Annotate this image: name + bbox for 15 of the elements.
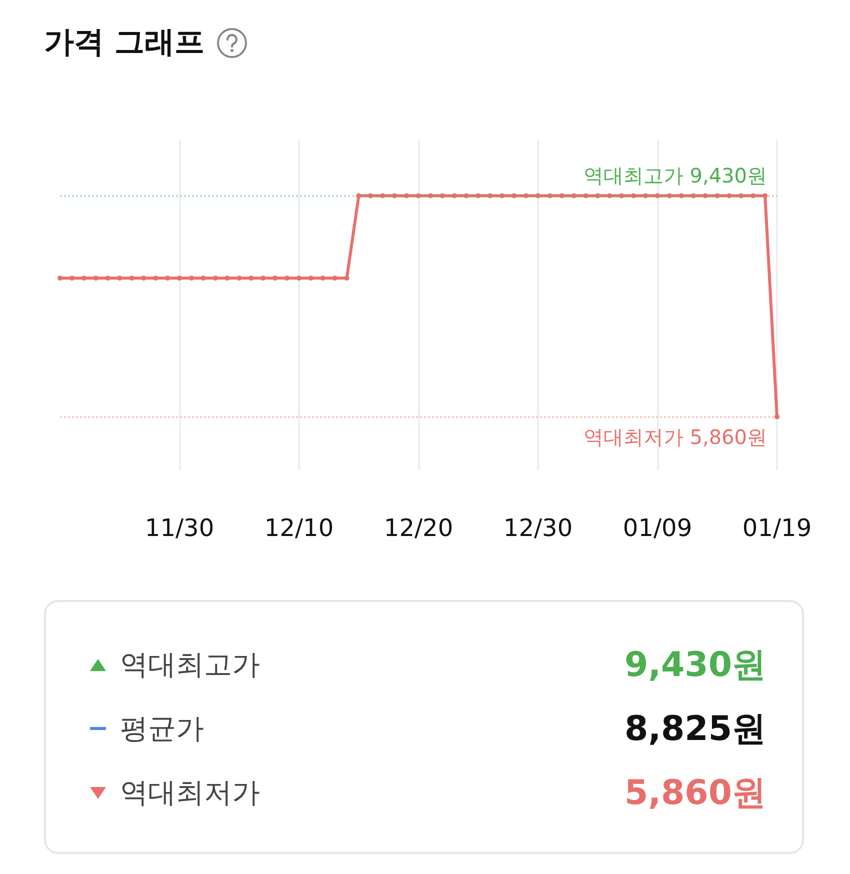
text: 5,860원 (624, 772, 766, 815)
text: 역대최저가 (120, 775, 261, 811)
x-tick-label: 12/30 (503, 514, 573, 542)
chart-title: 가격 그래프 (44, 24, 204, 62)
ref-line-label: 역대최고가 9,430원 (583, 164, 767, 188)
text: 8,825원 (624, 708, 766, 751)
x-tick-label: 12/10 (264, 514, 334, 542)
x-tick-label: 11/30 (144, 514, 214, 542)
text: 평균가 (120, 711, 205, 747)
x-tick-label: 01/09 (622, 514, 692, 542)
ref-line-label: 역대최저가 5,860원 (583, 424, 767, 449)
text: 9,430원 (624, 644, 766, 687)
x-tick-label: 01/19 (742, 514, 812, 542)
text: 역대최고가 (120, 647, 261, 683)
x-tick-label: 12/20 (384, 514, 454, 542)
